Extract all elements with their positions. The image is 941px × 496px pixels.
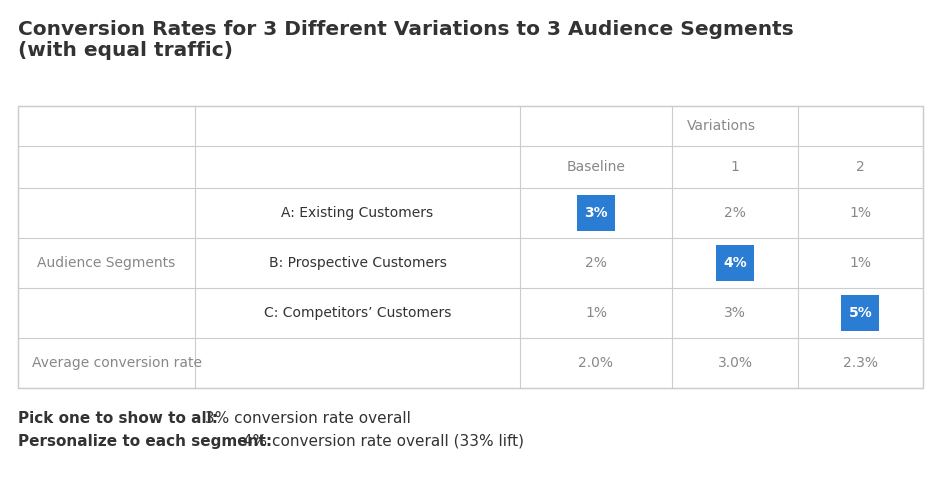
Text: A: Existing Customers: A: Existing Customers: [281, 206, 434, 220]
Text: Audience Segments: Audience Segments: [38, 256, 176, 270]
Text: C: Competitors’ Customers: C: Competitors’ Customers: [263, 306, 451, 320]
Text: 4% conversion rate overall (33% lift): 4% conversion rate overall (33% lift): [238, 434, 524, 449]
Text: 3%: 3%: [584, 206, 608, 220]
Text: (with equal traffic): (with equal traffic): [18, 41, 233, 60]
Text: 2%: 2%: [585, 256, 607, 270]
Text: 2%: 2%: [724, 206, 746, 220]
Bar: [841, 295, 880, 331]
Text: 1: 1: [730, 160, 740, 174]
Text: Average conversion rate: Average conversion rate: [32, 356, 202, 370]
Text: 4%: 4%: [723, 256, 747, 270]
Text: 2.0%: 2.0%: [579, 356, 614, 370]
Text: 3%: 3%: [724, 306, 746, 320]
Text: Conversion Rates for 3 Different Variations to 3 Audience Segments: Conversion Rates for 3 Different Variati…: [18, 20, 794, 39]
Text: 1%: 1%: [850, 206, 871, 220]
Text: Variations: Variations: [687, 119, 756, 133]
Text: Pick one to show to all:: Pick one to show to all:: [18, 411, 218, 426]
Text: 3% conversion rate overall: 3% conversion rate overall: [200, 411, 411, 426]
Text: Personalize to each segment:: Personalize to each segment:: [18, 434, 272, 449]
Bar: [577, 195, 615, 231]
Bar: [716, 245, 754, 281]
Text: 2: 2: [856, 160, 865, 174]
Text: 1%: 1%: [585, 306, 607, 320]
Text: B: Prospective Customers: B: Prospective Customers: [268, 256, 446, 270]
Text: 2.3%: 2.3%: [843, 356, 878, 370]
Bar: [18, 106, 923, 388]
Text: 1%: 1%: [850, 256, 871, 270]
Text: 3.0%: 3.0%: [717, 356, 753, 370]
Text: Baseline: Baseline: [566, 160, 626, 174]
Text: 5%: 5%: [849, 306, 872, 320]
